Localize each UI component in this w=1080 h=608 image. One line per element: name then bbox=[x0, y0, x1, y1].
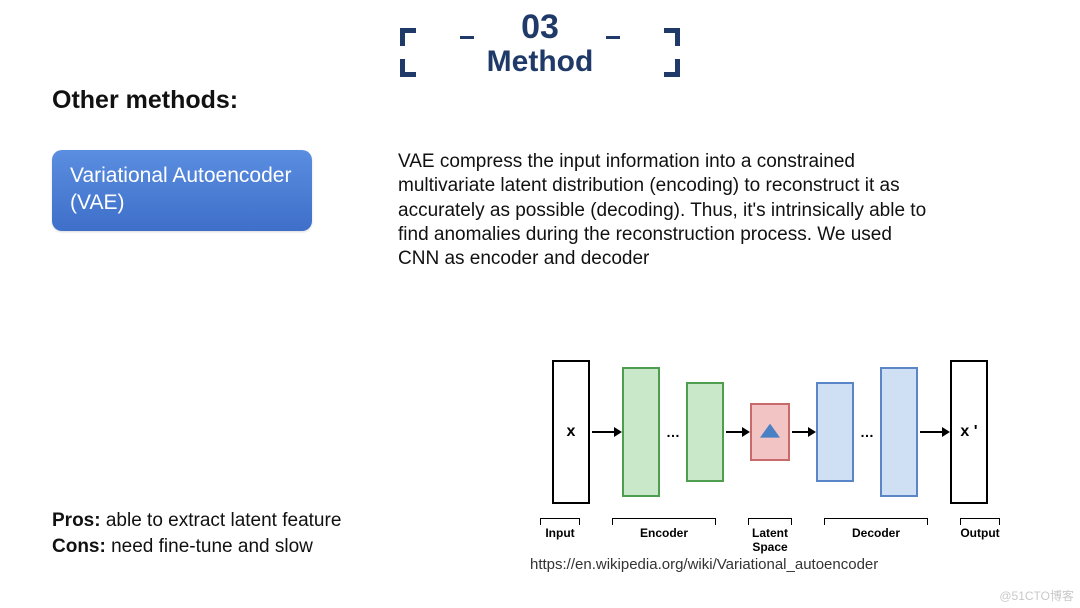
brace-icon bbox=[748, 518, 792, 524]
diagram-labels: Input Encoder Latent Space Decoder Outpu… bbox=[500, 518, 1040, 554]
arrow-icon bbox=[590, 426, 622, 438]
cons-line: Cons: need fine-tune and slow bbox=[52, 534, 341, 560]
pros-label: Pros: bbox=[52, 510, 101, 531]
label-latent: Latent Space bbox=[745, 518, 795, 554]
label-decoder-text: Decoder bbox=[852, 526, 900, 540]
label-input-text: Input bbox=[545, 526, 574, 540]
label-latent-text: Latent Space bbox=[752, 526, 788, 554]
decoder-layer-1 bbox=[816, 382, 854, 482]
distribution-icon bbox=[760, 424, 780, 438]
arrow-icon bbox=[918, 426, 950, 438]
encoder-layer-n bbox=[686, 382, 724, 482]
cons-label: Cons: bbox=[52, 536, 106, 557]
vae-diagram: x … … x ' bbox=[500, 352, 1040, 554]
pros-text: able to extract latent feature bbox=[101, 510, 342, 531]
pros-line: Pros: able to extract latent feature bbox=[52, 508, 341, 534]
brace-icon bbox=[540, 518, 580, 524]
label-input: Input bbox=[537, 518, 583, 554]
bracket-top-left bbox=[400, 28, 416, 46]
section-heading: Other methods: bbox=[52, 86, 238, 115]
arrow-icon bbox=[724, 426, 750, 438]
slide-title: Method bbox=[400, 45, 680, 79]
cons-text: need fine-tune and slow bbox=[106, 536, 313, 557]
watermark: @51CTO博客 bbox=[999, 587, 1074, 604]
encoder-layer-1 bbox=[622, 367, 660, 497]
diagram-row: x … … x ' bbox=[500, 352, 1040, 512]
bracket-bottom-left bbox=[400, 59, 416, 77]
bracket-bottom-right bbox=[664, 59, 680, 77]
label-decoder: Decoder bbox=[821, 518, 931, 554]
input-block: x bbox=[552, 360, 590, 504]
brace-icon bbox=[824, 518, 928, 524]
brace-icon bbox=[960, 518, 1000, 524]
dots-icon: … bbox=[860, 424, 874, 440]
slide-title-frame: 03 Method bbox=[400, 8, 680, 79]
dots-icon: … bbox=[666, 424, 680, 440]
tick-left bbox=[460, 36, 474, 39]
latent-block bbox=[750, 403, 790, 461]
decoder-layer-n bbox=[880, 367, 918, 497]
diagram-credit: https://en.wikipedia.org/wiki/Variationa… bbox=[530, 556, 878, 573]
method-badge-text: Variational Autoencoder (VAE) bbox=[70, 164, 291, 214]
brace-icon bbox=[612, 518, 716, 524]
arrow-icon bbox=[790, 426, 816, 438]
label-encoder-text: Encoder bbox=[640, 526, 688, 540]
tick-right bbox=[606, 36, 620, 39]
label-encoder: Encoder bbox=[609, 518, 719, 554]
output-block: x ' bbox=[950, 360, 988, 504]
slide-number: 03 bbox=[400, 8, 680, 47]
method-description: VAE compress the input information into … bbox=[398, 150, 938, 272]
pros-cons: Pros: able to extract latent feature Con… bbox=[52, 508, 341, 559]
bracket-top-right bbox=[664, 28, 680, 46]
method-badge: Variational Autoencoder (VAE) bbox=[52, 150, 312, 231]
label-output: Output bbox=[957, 518, 1003, 554]
label-output-text: Output bbox=[960, 526, 999, 540]
